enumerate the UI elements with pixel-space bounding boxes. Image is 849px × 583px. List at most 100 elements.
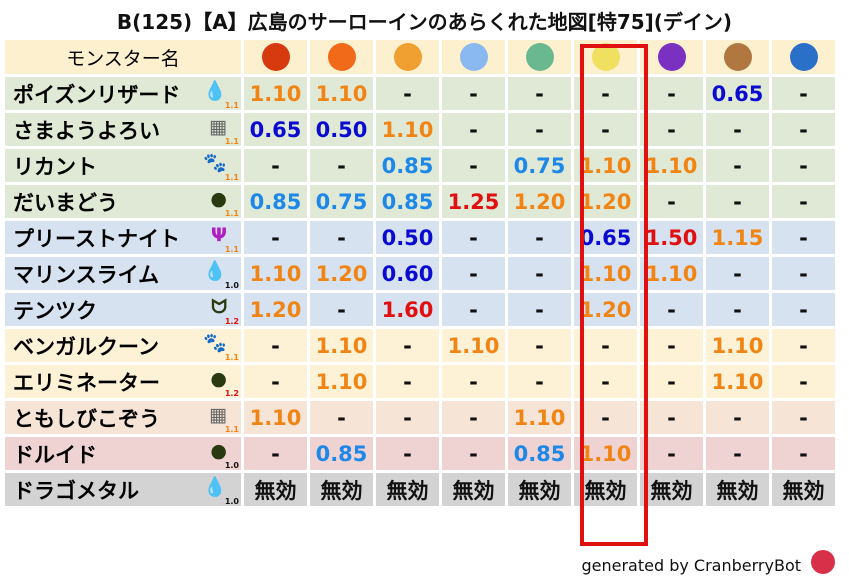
- resistance-value: -: [706, 113, 769, 146]
- monster-name-text: さまようよろい: [13, 118, 160, 143]
- resistance-value: 0.85: [376, 149, 439, 182]
- brick-icon: ▦: [209, 116, 227, 138]
- resistance-value: 0.75: [310, 185, 373, 218]
- resistance-value: 1.20: [508, 185, 571, 218]
- element-header: [706, 40, 769, 74]
- resistance-value: -: [772, 365, 835, 398]
- resistance-value: -: [376, 365, 439, 398]
- monster-name-text: リカント: [13, 154, 97, 179]
- resistance-value: -: [310, 149, 373, 182]
- resistance-value: -: [244, 221, 307, 254]
- resistance-value: -: [376, 437, 439, 470]
- resistance-value: -: [442, 221, 505, 254]
- slime-icon: 💧: [203, 476, 227, 498]
- resistance-value: 1.60: [376, 293, 439, 326]
- water-icon: [789, 43, 818, 71]
- resistance-value: 1.10: [574, 437, 637, 470]
- resistance-value: -: [508, 113, 571, 146]
- resistance-value: -: [772, 293, 835, 326]
- monster-name-text: マリンスライム: [13, 262, 160, 287]
- monster-name: だいまどう ● 1.1: [5, 185, 241, 218]
- resistance-value: -: [772, 113, 835, 146]
- resistance-value: 1.10: [310, 77, 373, 110]
- ice-icon: [459, 43, 488, 71]
- monster-name-header: モンスター名: [5, 40, 241, 74]
- resistance-value: -: [706, 437, 769, 470]
- resistance-value: -: [640, 365, 703, 398]
- resistance-value: -: [442, 293, 505, 326]
- resistance-value: 1.10: [442, 329, 505, 362]
- monster-name: ドラゴメタル 💧 1.0: [5, 473, 241, 506]
- resistance-value: 0.65: [244, 113, 307, 146]
- level-label: 1.1: [224, 101, 239, 110]
- level-label: 1.2: [224, 317, 239, 326]
- table-row: さまようよろい ▦ 1.1 0.65 0.50 1.10- - - - - -: [5, 113, 835, 146]
- resistance-value: -: [508, 257, 571, 290]
- resistance-value: 0.50: [376, 221, 439, 254]
- level-label: 1.0: [224, 281, 239, 290]
- resistance-value: 無効: [508, 473, 571, 506]
- resistance-value: 1.20: [244, 293, 307, 326]
- table-row: ベンガルクーン 🐾 1.1-1.10-1.10- - -1.10-: [5, 329, 835, 362]
- resistance-value: -: [772, 185, 835, 218]
- resistance-value: -: [376, 329, 439, 362]
- resistance-value: 1.25: [442, 185, 505, 218]
- resistance-value: 無効: [706, 473, 769, 506]
- resistance-value: 1.10: [244, 401, 307, 434]
- resistance-value: 0.65: [706, 77, 769, 110]
- level-label: 1.1: [224, 173, 239, 182]
- resistance-value: -: [508, 329, 571, 362]
- table-row: ともしびこぞう ▦ 1.1 1.10- - -1.10- - - -: [5, 401, 835, 434]
- element-header: [244, 40, 307, 74]
- table-row: ドルイド ● 1.0-0.85- -0.85 1.10- - -: [5, 437, 835, 470]
- resistance-value: 0.65: [574, 221, 637, 254]
- resistance-value: -: [508, 77, 571, 110]
- resistance-value: -: [640, 401, 703, 434]
- resistance-value: 1.20: [574, 293, 637, 326]
- footer-credit: generated by CranberryBot: [581, 556, 801, 575]
- monster-name-text: ベンガルクーン: [13, 334, 159, 359]
- resistance-value: -: [772, 149, 835, 182]
- fireball-icon: [261, 43, 290, 71]
- monster-name: エリミネーター ● 1.2: [5, 365, 241, 398]
- resistance-value: -: [772, 257, 835, 290]
- resistance-value: 無効: [640, 473, 703, 506]
- resistance-value: 1.10: [640, 257, 703, 290]
- level-label: 1.2: [224, 389, 239, 398]
- flame-icon: [327, 43, 356, 71]
- trident-icon: Ψ: [210, 224, 227, 246]
- monster-name: テンツク ᗢ 1.2: [5, 293, 241, 326]
- resistance-value: 1.10: [244, 77, 307, 110]
- resistance-value: -: [574, 365, 637, 398]
- ghost-icon: ●: [210, 188, 227, 210]
- resistance-value: -: [442, 77, 505, 110]
- resistance-value: -: [442, 113, 505, 146]
- level-label: 1.0: [224, 497, 239, 506]
- resistance-value: 0.85: [244, 185, 307, 218]
- resistance-value: 0.85: [310, 437, 373, 470]
- resistance-value: 0.85: [376, 185, 439, 218]
- element-header: [508, 40, 571, 74]
- resistance-value: 無効: [772, 473, 835, 506]
- level-label: 1.1: [224, 425, 239, 434]
- resistance-value: -: [310, 293, 373, 326]
- resistance-value: -: [706, 293, 769, 326]
- monster-name: ドルイド ● 1.0: [5, 437, 241, 470]
- resistance-value: 無効: [244, 473, 307, 506]
- resistance-value: -: [310, 401, 373, 434]
- resistance-value: -: [640, 329, 703, 362]
- monster-name-text: ポイズンリザード: [13, 82, 181, 107]
- resistance-value: 1.10: [706, 365, 769, 398]
- monster-name: ベンガルクーン 🐾 1.1: [5, 329, 241, 362]
- table-row: プリーストナイト Ψ 1.1- -0.50- -0.65 1.50 1.15-: [5, 221, 835, 254]
- monster-name: ポイズンリザード 💧 1.1: [5, 77, 241, 110]
- resistance-value: -: [772, 221, 835, 254]
- highlight-column-frame: [580, 44, 648, 546]
- table-row: ドラゴメタル 💧 1.0 無効 無効 無効 無効 無効 無効 無効 無効 無効: [5, 473, 835, 506]
- resistance-value: -: [244, 437, 307, 470]
- resistance-value: 無効: [442, 473, 505, 506]
- table-row: テンツク ᗢ 1.2 1.20-1.60- -1.20- - -: [5, 293, 835, 326]
- resistance-value: -: [442, 149, 505, 182]
- insect-icon: ᗢ: [211, 296, 227, 318]
- level-label: 1.1: [224, 137, 239, 146]
